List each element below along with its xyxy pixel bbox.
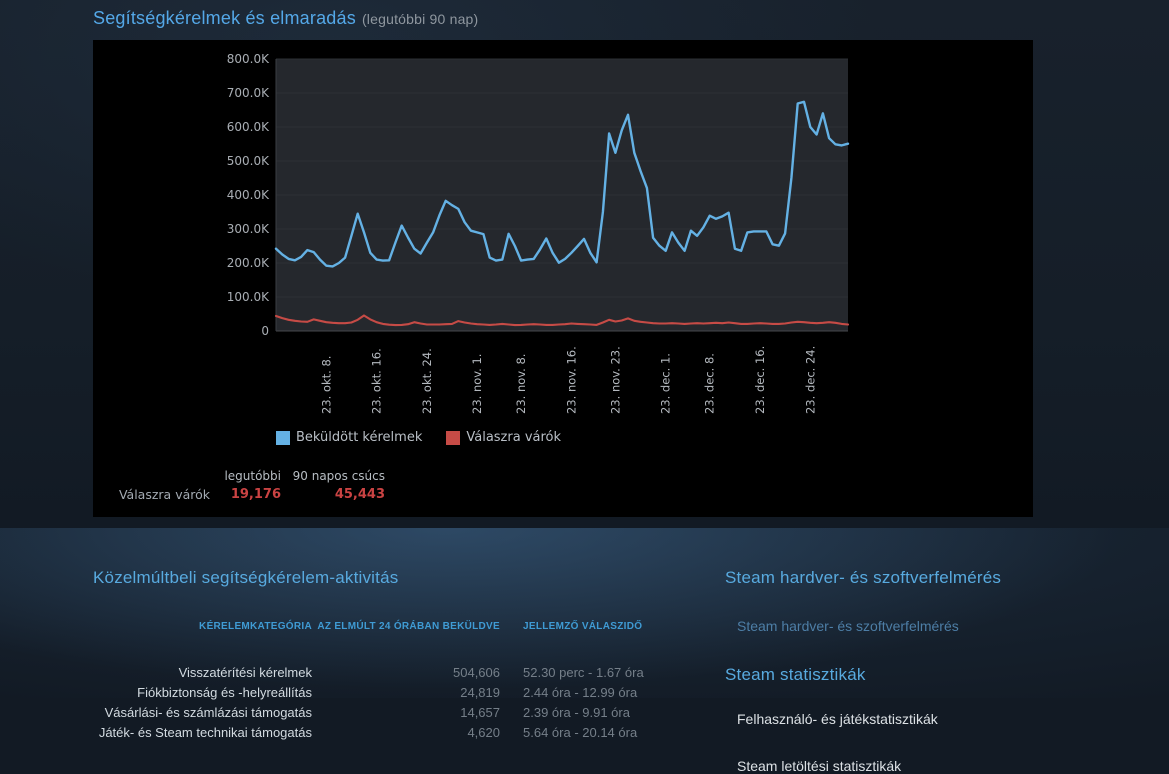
activity-response-time: 52.30 perc - 1.67 óra: [523, 664, 644, 680]
svg-text:23. okt. 16.: 23. okt. 16.: [370, 348, 384, 414]
svg-text:23. nov. 16.: 23. nov. 16.: [564, 346, 578, 414]
svg-text:23. dec. 1.: 23. dec. 1.: [659, 353, 673, 414]
page-title-main: Segítségkérelmek és elmaradás: [93, 8, 356, 28]
steam-stats-heading: Steam statisztikák: [725, 665, 866, 684]
gridlines: [275, 58, 848, 332]
svg-text:23. nov. 1.: 23. nov. 1.: [470, 354, 484, 414]
activity-category: Vásárlási- és számlázási támogatás: [104, 704, 312, 720]
legend-item-submitted: Beküldött kérelmek: [276, 430, 422, 445]
series-line-Beküldött kérelmek: [274, 100, 850, 268]
svg-text:23. dec. 24.: 23. dec. 24.: [803, 346, 817, 414]
page-title-suffix: (legutóbbi 90 nap): [361, 11, 479, 27]
legend-swatch-submitted: [276, 430, 290, 445]
x-axis-labels: 23. okt. 8. 23. okt. 16. 23. okt. 24. 23. n…: [319, 346, 817, 414]
svg-text:23. okt. 24.: 23. okt. 24.: [420, 348, 434, 414]
recent-activity-heading: Közelmúltbeli segítségkérelem-aktivitás: [93, 568, 399, 587]
recent-activity-section: Közelmúltbeli segítségkérelem-aktivitás …: [93, 568, 665, 742]
stats-peak-value: 45,443: [334, 487, 385, 502]
recent-activity-table: KÉRELEMKATEGÓRIA AZ ELMÚLT 24 ÓRÁBAN BEK…: [93, 621, 665, 742]
activity-category: Visszatérítési kérelmek: [178, 664, 312, 680]
stats-header-peak: 90 napos csúcs: [292, 468, 385, 483]
svg-text:23. nov. 8.: 23. nov. 8.: [514, 354, 528, 414]
stats-row-label: Válaszra várók: [118, 487, 210, 502]
activity-col-header-submitted: AZ ELMÚLT 24 ÓRÁBAN BEKÜLDVE: [317, 621, 500, 632]
svg-text:23. dec. 8.: 23. dec. 8.: [703, 353, 717, 414]
download-stats-link[interactable]: Steam letöltési statisztikák: [737, 758, 902, 774]
chart-summary-stats: legutóbbi 90 napos csúcs Válaszra várók …: [93, 466, 385, 504]
activity-response-time: 2.39 óra - 9.91 óra: [523, 704, 630, 720]
legend-swatch-waiting: [446, 430, 461, 445]
svg-text:200.0K: 200.0K: [227, 256, 270, 270]
hardware-survey-link[interactable]: Steam hardver- és szoftverfelmérés: [737, 618, 959, 634]
activity-category: Fiókbiztonság és -helyreállítás: [137, 684, 312, 700]
activity-count: 504,606: [453, 664, 500, 680]
svg-text:23. dec. 16.: 23. dec. 16.: [753, 346, 767, 414]
table-header-spacer: [93, 648, 665, 656]
stats-header-latest: legutóbbi: [224, 468, 281, 483]
activity-count: 24,819: [460, 684, 500, 700]
activity-response-time: 2.44 óra - 12.99 óra: [523, 684, 638, 700]
svg-text:700.0K: 700.0K: [227, 86, 270, 100]
legend-item-waiting: Válaszra várók: [446, 430, 561, 445]
svg-text:23. nov. 23.: 23. nov. 23.: [608, 346, 622, 414]
chart-panel: 800.0K 700.0K 600.0K 500.0K 400.0K 300.0K 200.…: [93, 40, 1033, 517]
svg-text:800.0K: 800.0K: [227, 52, 270, 66]
activity-count: 4,620: [467, 724, 500, 740]
activity-col-header-response-time: JELLEMZŐ VÁLASZIDŐ: [523, 621, 643, 632]
svg-text:400.0K: 400.0K: [227, 188, 270, 202]
user-game-stats-link[interactable]: Felhasználó- és játékstatisztikák: [737, 711, 938, 727]
series-line-Válaszra várók: [274, 314, 850, 327]
stats-latest-value: 19,176: [230, 487, 281, 502]
y-axis-labels: 800.0K 700.0K 600.0K 500.0K 400.0K 300.0K 200.…: [227, 52, 270, 338]
chart-legend: Beküldött kérelmek Válaszra várók: [276, 430, 585, 445]
svg-text:500.0K: 500.0K: [227, 154, 270, 168]
activity-count: 14,657: [460, 704, 500, 720]
help-requests-chart: 800.0K 700.0K 600.0K 500.0K 400.0K 300.0K 200.…: [227, 52, 850, 414]
activity-response-time: 5.64 óra - 20.14 óra: [523, 724, 638, 740]
svg-text:300.0K: 300.0K: [227, 222, 270, 236]
legend-label-waiting: Válaszra várók: [466, 430, 562, 445]
svg-text:23. okt. 8.: 23. okt. 8.: [319, 356, 333, 414]
right-sidebar: Steam hardver- és szoftverfelmérés Steam…: [725, 568, 1045, 774]
legend-label-submitted: Beküldött kérelmek: [296, 430, 423, 445]
svg-text:600.0K: 600.0K: [227, 120, 270, 134]
svg-text:100.0K: 100.0K: [227, 290, 270, 304]
svg-text:0: 0: [261, 324, 269, 338]
page-title: Segítségkérelmek és elmaradás (legutóbbi …: [93, 8, 478, 29]
hardware-survey-heading: Steam hardver- és szoftverfelmérés: [725, 568, 1002, 587]
activity-col-header-category: KÉRELEMKATEGÓRIA: [199, 621, 312, 632]
activity-category: Játék- és Steam technikai támogatás: [98, 724, 312, 740]
